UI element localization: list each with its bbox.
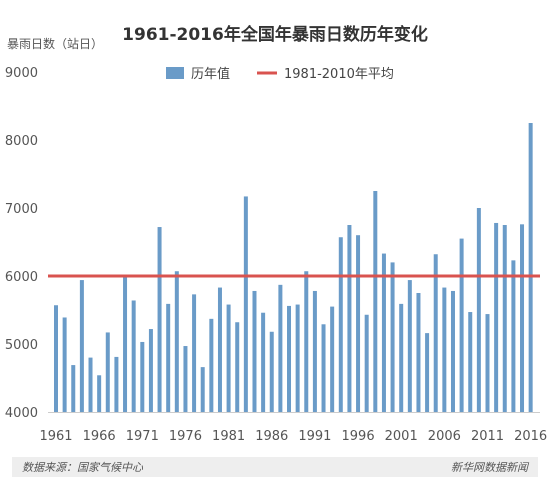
bar	[148, 329, 153, 412]
bar	[217, 287, 222, 412]
bars	[54, 123, 533, 412]
bar	[62, 317, 67, 412]
x-tick-label: 1971	[126, 429, 159, 444]
bar	[330, 306, 335, 412]
bar	[71, 365, 76, 412]
bar	[450, 290, 455, 412]
bar	[485, 314, 490, 412]
x-tick-label: 1996	[342, 429, 375, 444]
x-tick-label: 2006	[428, 429, 461, 444]
bar	[183, 346, 188, 412]
bar	[433, 254, 438, 412]
x-tick-label: 1961	[39, 429, 72, 444]
bar	[252, 290, 257, 412]
y-tick-label: 5000	[5, 338, 38, 353]
y-tick-label: 9000	[5, 66, 38, 81]
bar	[459, 238, 464, 412]
bar	[131, 300, 136, 412]
y-axis: 4000 5000 6000 7000 8000 9000	[5, 66, 38, 421]
bar	[261, 312, 266, 412]
x-tick-label: 1986	[255, 429, 288, 444]
bar	[200, 367, 205, 412]
y-tick-label: 7000	[5, 202, 38, 217]
source-text: 数据来源：国家气候中心	[22, 461, 143, 474]
bar	[88, 357, 93, 412]
bar	[356, 235, 361, 412]
credit-text: 新华网数据新闻	[451, 461, 528, 474]
legend-swatch-bar	[166, 67, 184, 79]
bar	[278, 284, 283, 412]
bar	[364, 314, 369, 412]
x-axis: 1961 1966 1971 1976 1981 1986 1991 1996 2001 2006…	[39, 412, 547, 444]
bar	[287, 305, 292, 412]
bar	[174, 271, 179, 412]
x-tick-label: 1991	[298, 429, 331, 444]
bar	[390, 262, 395, 412]
bar	[502, 225, 507, 412]
bar	[123, 277, 128, 412]
bar	[468, 312, 473, 412]
bar	[520, 224, 525, 412]
bar	[243, 196, 248, 412]
bar	[304, 271, 309, 412]
bar	[226, 304, 231, 412]
bar	[399, 303, 404, 412]
bar	[166, 303, 171, 412]
bar	[114, 356, 119, 412]
x-tick-label: 1976	[169, 429, 202, 444]
bar	[407, 280, 412, 412]
bar	[442, 287, 447, 412]
x-tick-label: 1981	[212, 429, 245, 444]
footer: 数据来源：国家气候中心 新华网数据新闻	[12, 457, 538, 477]
bar	[235, 322, 240, 412]
bar	[140, 341, 145, 412]
y-tick-label: 8000	[5, 134, 38, 149]
bar	[476, 208, 481, 412]
x-tick-label: 1966	[83, 429, 116, 444]
bar	[373, 191, 378, 412]
y-tick-label: 4000	[5, 406, 38, 421]
bar	[425, 333, 430, 412]
bar	[269, 331, 274, 412]
bar	[321, 324, 326, 412]
bar	[312, 290, 317, 412]
bar	[209, 318, 214, 412]
bar	[97, 375, 102, 412]
bar	[295, 304, 300, 412]
bar	[511, 260, 516, 412]
bar	[105, 332, 110, 412]
x-tick-label: 2016	[514, 429, 547, 444]
x-tick-label: 2001	[385, 429, 418, 444]
bar	[79, 280, 84, 412]
chart-title: 1961-2016年全国年暴雨日数历年变化	[122, 24, 428, 45]
y-tick-label: 6000	[5, 270, 38, 285]
y-axis-label: 暴雨日数（站日）	[7, 36, 103, 51]
bar	[381, 253, 386, 412]
bar	[347, 225, 352, 412]
bar	[338, 237, 343, 412]
bar	[494, 222, 499, 412]
bar	[416, 293, 421, 412]
bar	[528, 123, 533, 412]
bar	[157, 227, 162, 412]
bar	[192, 294, 197, 412]
legend-label-average: 1981-2010年平均	[284, 67, 394, 82]
legend: 历年值 1981-2010年平均	[166, 66, 394, 82]
bar	[54, 305, 58, 412]
legend-label-series: 历年值	[191, 66, 230, 82]
x-tick-label: 2011	[471, 429, 504, 444]
